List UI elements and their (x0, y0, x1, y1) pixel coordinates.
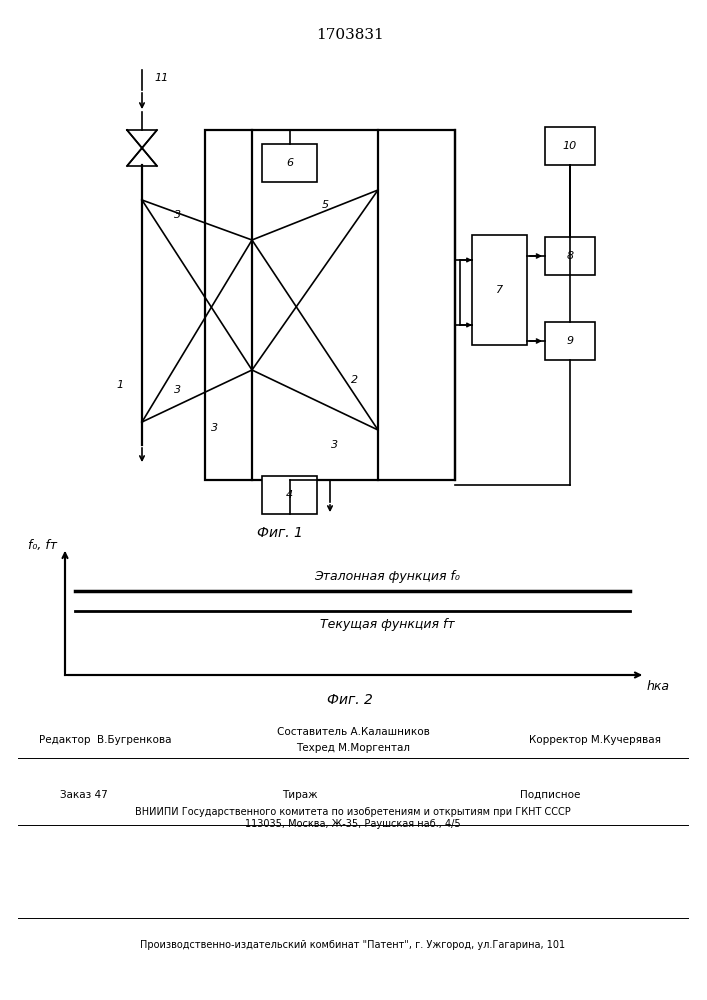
Bar (205, 130, 455, 480)
Text: Производственно-издательский комбинат "Патент", г. Ужгород, ул.Гагарина, 101: Производственно-издательский комбинат "П… (141, 940, 566, 950)
Text: Текущая функция fт: Текущая функция fт (320, 618, 455, 631)
Text: 8: 8 (566, 251, 573, 261)
Bar (472, 235, 527, 345)
Text: Корректор М.Кучерявая: Корректор М.Кучерявая (529, 735, 661, 745)
Bar (262, 476, 317, 514)
Text: Техред М.Моргентал: Техред М.Моргентал (296, 743, 410, 753)
Text: Заказ 47: Заказ 47 (60, 790, 107, 800)
Text: ВНИИПИ Государственного комитета по изобретениям и открытиям при ГКНТ СССР: ВНИИПИ Государственного комитета по изоб… (135, 807, 571, 817)
Bar (545, 127, 595, 165)
Text: Тираж: Тираж (282, 790, 318, 800)
Text: 11: 11 (154, 73, 168, 83)
Text: 1703831: 1703831 (316, 28, 384, 42)
Text: 3: 3 (211, 423, 218, 433)
Text: 4: 4 (286, 490, 293, 500)
Text: 5: 5 (322, 200, 329, 210)
Text: 7: 7 (496, 285, 503, 295)
Text: 3: 3 (175, 210, 182, 220)
Text: 10: 10 (563, 141, 577, 151)
Text: 1: 1 (117, 380, 124, 390)
Text: Фиг. 2: Фиг. 2 (327, 693, 373, 707)
Text: 3: 3 (332, 440, 339, 450)
Text: 9: 9 (566, 336, 573, 346)
Text: 113035, Москва, Ж-35, Раушская наб., 4/5: 113035, Москва, Ж-35, Раушская наб., 4/5 (245, 819, 461, 829)
Text: Эталонная функция f₀: Эталонная функция f₀ (315, 570, 460, 583)
Text: f₀, fт: f₀, fт (28, 540, 57, 552)
Text: 2: 2 (351, 375, 358, 385)
Bar (545, 322, 595, 360)
Text: Составитель А.Калашников: Составитель А.Калашников (276, 727, 429, 737)
Text: Фиг. 1: Фиг. 1 (257, 526, 303, 540)
Text: hка: hка (646, 680, 670, 694)
Text: 6: 6 (286, 158, 293, 168)
Bar (262, 144, 317, 182)
Text: 3: 3 (175, 385, 182, 395)
Bar (545, 237, 595, 275)
Text: Редактор  В.Бугренкова: Редактор В.Бугренкова (39, 735, 171, 745)
Text: Подписное: Подписное (520, 790, 580, 800)
